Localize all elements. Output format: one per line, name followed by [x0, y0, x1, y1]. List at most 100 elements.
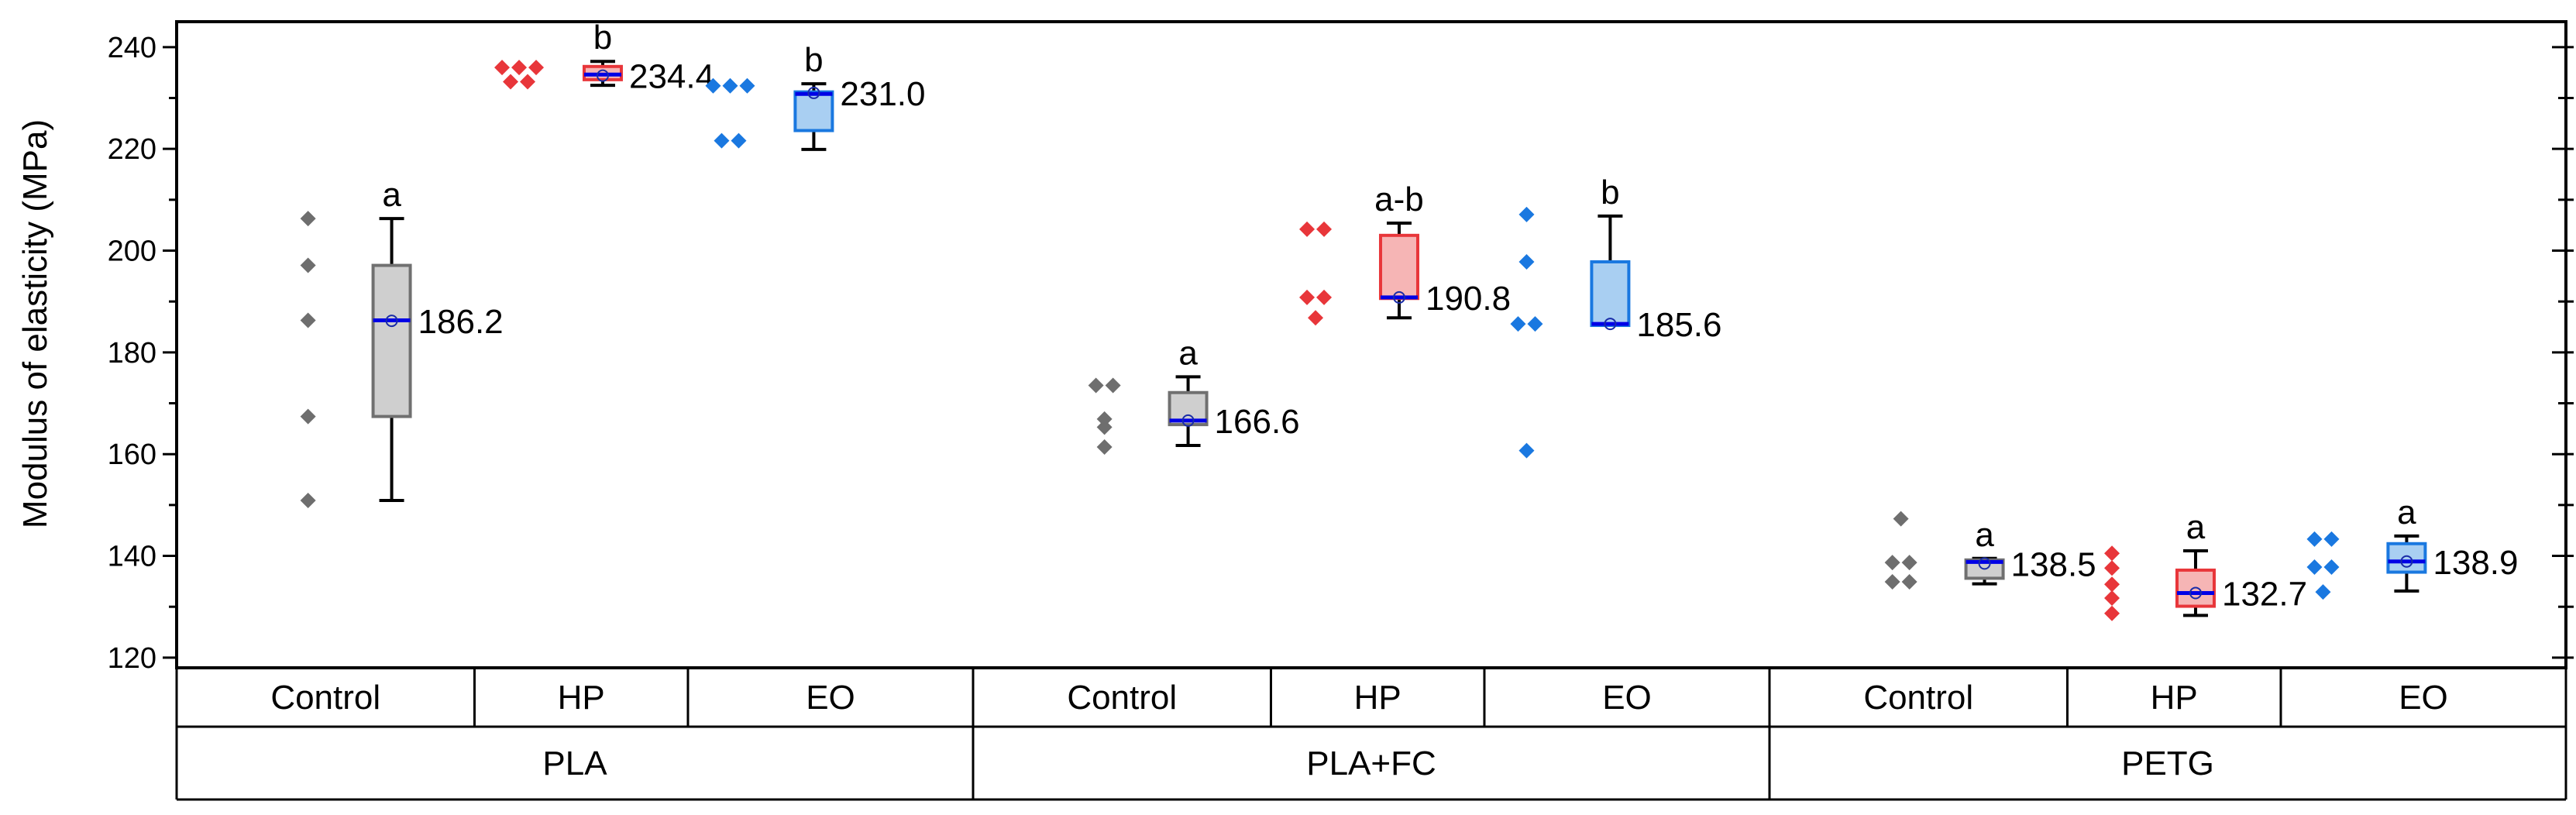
- data-point: [731, 132, 747, 149]
- data-point: [503, 74, 519, 90]
- treatment-label-eo: EO: [1602, 679, 1652, 717]
- data-point: [494, 60, 511, 76]
- significance-letter: a: [1975, 516, 1994, 554]
- data-point: [2315, 584, 2331, 600]
- treatment-label-eo: EO: [2399, 679, 2448, 717]
- data-point: [511, 60, 528, 76]
- box-iqr: [371, 263, 412, 418]
- box-pla-eo: 231.0 b: [705, 41, 926, 151]
- box-pla-fc-hp: 190.8 a-b: [1299, 181, 1511, 326]
- box-petg-hp: 132.7 a: [2104, 508, 2307, 621]
- data-point: [300, 408, 316, 425]
- data-point: [1518, 253, 1535, 270]
- data-point: [1884, 574, 1900, 590]
- group-label: PETG: [2121, 745, 2214, 782]
- significance-letter: a: [382, 176, 401, 214]
- significance-letter: b: [1601, 174, 1619, 211]
- data-point: [300, 312, 316, 328]
- y-axis-title: Modulus of elasticity (MPa): [16, 119, 54, 528]
- mean-value-label: 132.7: [2222, 575, 2307, 613]
- data-point: [1901, 555, 1917, 571]
- box-iqr: [2386, 542, 2427, 574]
- significance-letter: b: [593, 19, 612, 57]
- y-tick-label: 160: [108, 438, 156, 471]
- data-point: [1316, 289, 1333, 305]
- mean-value-label: 234.4: [629, 58, 714, 96]
- data-point: [1096, 438, 1113, 455]
- mean-marker: [1978, 557, 1991, 570]
- data-point: [2104, 576, 2120, 593]
- mean-marker: [1392, 291, 1405, 304]
- data-point: [1518, 442, 1535, 459]
- plot-frame: [175, 20, 2574, 669]
- data-point: [1096, 411, 1113, 427]
- treatment-label-control: Control: [1067, 679, 1177, 717]
- data-point: [1105, 377, 1121, 394]
- data-point: [2104, 560, 2120, 576]
- data-point: [1527, 316, 1543, 332]
- significance-letter: b: [804, 41, 823, 79]
- box-pla-control: 186.2 a: [300, 176, 504, 508]
- significance-letter: a: [2186, 508, 2206, 546]
- box-series: 186.2 a 234.4 b 231.0 b 166.6 a 190.8 a-b 185.6 b 13…: [300, 19, 2519, 621]
- data-point: [2104, 545, 2120, 562]
- y-tick-label: 220: [108, 133, 156, 166]
- data-point: [2323, 559, 2340, 575]
- significance-letter: a: [2397, 493, 2416, 531]
- data-point: [2104, 590, 2120, 607]
- data-point: [2306, 531, 2323, 547]
- mean-marker: [807, 86, 820, 99]
- data-point: [1518, 206, 1535, 222]
- mean-marker: [2189, 586, 2202, 600]
- mean-value-label: 138.5: [2011, 545, 2096, 583]
- y-tick-label: 180: [108, 337, 156, 370]
- data-point: [2104, 605, 2120, 621]
- data-point: [1901, 574, 1917, 590]
- data-point: [520, 74, 536, 90]
- group-label: PLA+FC: [1306, 745, 1436, 782]
- data-point: [1299, 221, 1316, 237]
- treatment-label-control: Control: [1863, 679, 1973, 717]
- treatment-label-hp: HP: [1354, 679, 1401, 717]
- data-point: [300, 492, 316, 508]
- box-pla-hp: 234.4 b: [494, 19, 714, 96]
- treatment-label-hp: HP: [558, 679, 605, 717]
- mean-value-label: 190.8: [1426, 280, 1511, 318]
- box-iqr: [1378, 233, 1419, 301]
- data-point: [1088, 377, 1104, 394]
- box-pla-fc-eo: 185.6 b: [1510, 174, 1722, 459]
- y-tick-label: 240: [108, 32, 156, 64]
- data-point: [739, 77, 755, 94]
- treatment-label-hp: HP: [2151, 679, 2198, 717]
- category-table: Control HP EO PLA Control HP EO PLA+FC Control HP…: [175, 668, 2567, 801]
- plot-border: [175, 20, 2567, 669]
- data-point: [722, 77, 738, 94]
- y-tick-label: 120: [108, 642, 156, 675]
- mean-value-label: 166.6: [1215, 403, 1300, 441]
- treatment-label-control: Control: [270, 679, 380, 717]
- mean-marker: [596, 69, 609, 82]
- mean-value-label: 138.9: [2433, 544, 2518, 582]
- data-point: [2323, 531, 2340, 547]
- y-tick-label: 140: [108, 541, 156, 573]
- mean-marker: [2400, 555, 2413, 568]
- mean-value-label: 186.2: [418, 303, 504, 341]
- mean-value-label: 185.6: [1636, 306, 1721, 344]
- box-iqr: [1590, 260, 1631, 328]
- data-point: [1308, 310, 1324, 326]
- mean-marker: [1181, 414, 1195, 427]
- box-petg-eo: 138.9 a: [2306, 493, 2519, 600]
- mean-marker: [1604, 318, 1617, 331]
- data-point: [705, 77, 721, 94]
- data-point: [1096, 419, 1113, 435]
- group-label: PLA: [542, 745, 607, 782]
- box-petg-control: 138.5 a: [1884, 511, 2096, 590]
- data-point: [714, 132, 730, 149]
- data-point: [528, 60, 545, 76]
- data-point: [1893, 511, 1909, 527]
- data-point: [1316, 221, 1333, 237]
- box-pla-fc-control: 166.6 a: [1088, 334, 1300, 455]
- treatment-label-eo: EO: [806, 679, 855, 717]
- mean-marker: [385, 315, 398, 328]
